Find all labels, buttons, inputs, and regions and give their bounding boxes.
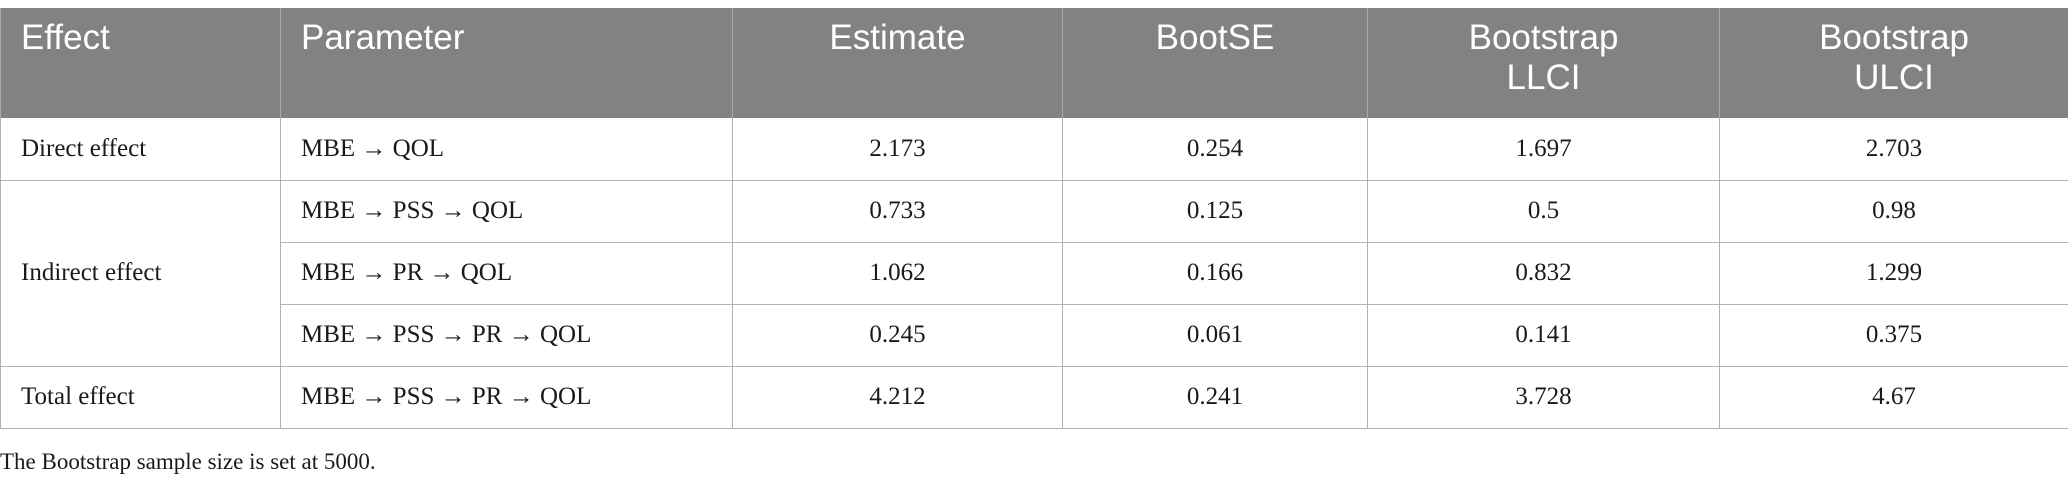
cell-estimate: 0.733 — [732, 179, 1063, 243]
header-llci-line1: Bootstrap — [1468, 18, 1619, 57]
cell-llci: 1.697 — [1367, 118, 1720, 181]
header-bootse: BootSE — [1062, 8, 1368, 118]
header-parameter: Parameter — [280, 8, 733, 118]
header-ulci-line1: Bootstrap — [1819, 18, 1969, 57]
table-body: Direct effect MBE → QOL 2.173 0.254 1.69… — [0, 118, 2068, 429]
header-row: Effect Parameter Estimate BootSE Bootstr… — [0, 8, 2068, 118]
cell-effect: Direct effect — [0, 118, 281, 181]
cell-estimate: 2.173 — [732, 118, 1063, 181]
cell-ulci: 0.375 — [1719, 303, 2068, 367]
cell-parameter: MBE → PR → QOL — [280, 241, 733, 305]
cell-llci: 3.728 — [1367, 365, 1720, 429]
cell-llci: 0.832 — [1367, 241, 1720, 305]
cell-estimate: 0.245 — [732, 303, 1063, 367]
cell-ulci: 1.299 — [1719, 241, 2068, 305]
cell-ulci: 0.98 — [1719, 179, 2068, 243]
cell-llci: 0.5 — [1367, 179, 1720, 243]
header-estimate: Estimate — [732, 8, 1063, 118]
mediation-effects-table: Effect Parameter Estimate BootSE Bootstr… — [0, 8, 2068, 429]
cell-parameter: MBE → QOL — [280, 118, 733, 181]
table-footnote: The Bootstrap sample size is set at 5000… — [0, 449, 376, 474]
table-header: Effect Parameter Estimate BootSE Bootstr… — [0, 8, 2068, 118]
table-row: Direct effect MBE → QOL 2.173 0.254 1.69… — [0, 118, 2068, 181]
cell-effect: Indirect effect — [0, 179, 281, 367]
cell-effect: Total effect — [0, 365, 281, 429]
header-llci-line2: LLCI — [1506, 58, 1581, 97]
table-row: Total effect MBE → PSS → PR → QOL 4.212 … — [0, 365, 2068, 429]
cell-ulci: 2.703 — [1719, 118, 2068, 181]
cell-bootse: 0.166 — [1062, 241, 1368, 305]
cell-llci: 0.141 — [1367, 303, 1720, 367]
cell-parameter: MBE → PSS → PR → QOL — [280, 303, 733, 367]
cell-bootse: 0.061 — [1062, 303, 1368, 367]
results-table-container: Effect Parameter Estimate BootSE Bootstr… — [0, 8, 2068, 429]
header-effect: Effect — [0, 8, 281, 118]
cell-estimate: 4.212 — [732, 365, 1063, 429]
table-row: Indirect effect MBE → PSS → QOL 0.733 0.… — [0, 179, 2068, 367]
cell-parameter: MBE → PSS → PR → QOL — [280, 365, 733, 429]
header-bootstrap-ulci: Bootstrap ULCI — [1719, 8, 2068, 118]
cell-bootse: 0.254 — [1062, 118, 1368, 181]
table-row: MBE → PR → QOL 1.062 0.166 0.832 1.299 — [1, 241, 2068, 305]
cell-estimate: 1.062 — [732, 241, 1063, 305]
cell-parameter: MBE → PSS → QOL — [280, 179, 733, 243]
cell-ulci: 4.67 — [1719, 365, 2068, 429]
cell-bootse: 0.125 — [1062, 179, 1368, 243]
header-bootstrap-llci: Bootstrap LLCI — [1367, 8, 1720, 118]
header-ulci-line2: ULCI — [1854, 58, 1934, 97]
cell-bootse: 0.241 — [1062, 365, 1368, 429]
table-row: MBE → PSS → PR → QOL 0.245 0.061 0.141 0… — [1, 303, 2068, 367]
